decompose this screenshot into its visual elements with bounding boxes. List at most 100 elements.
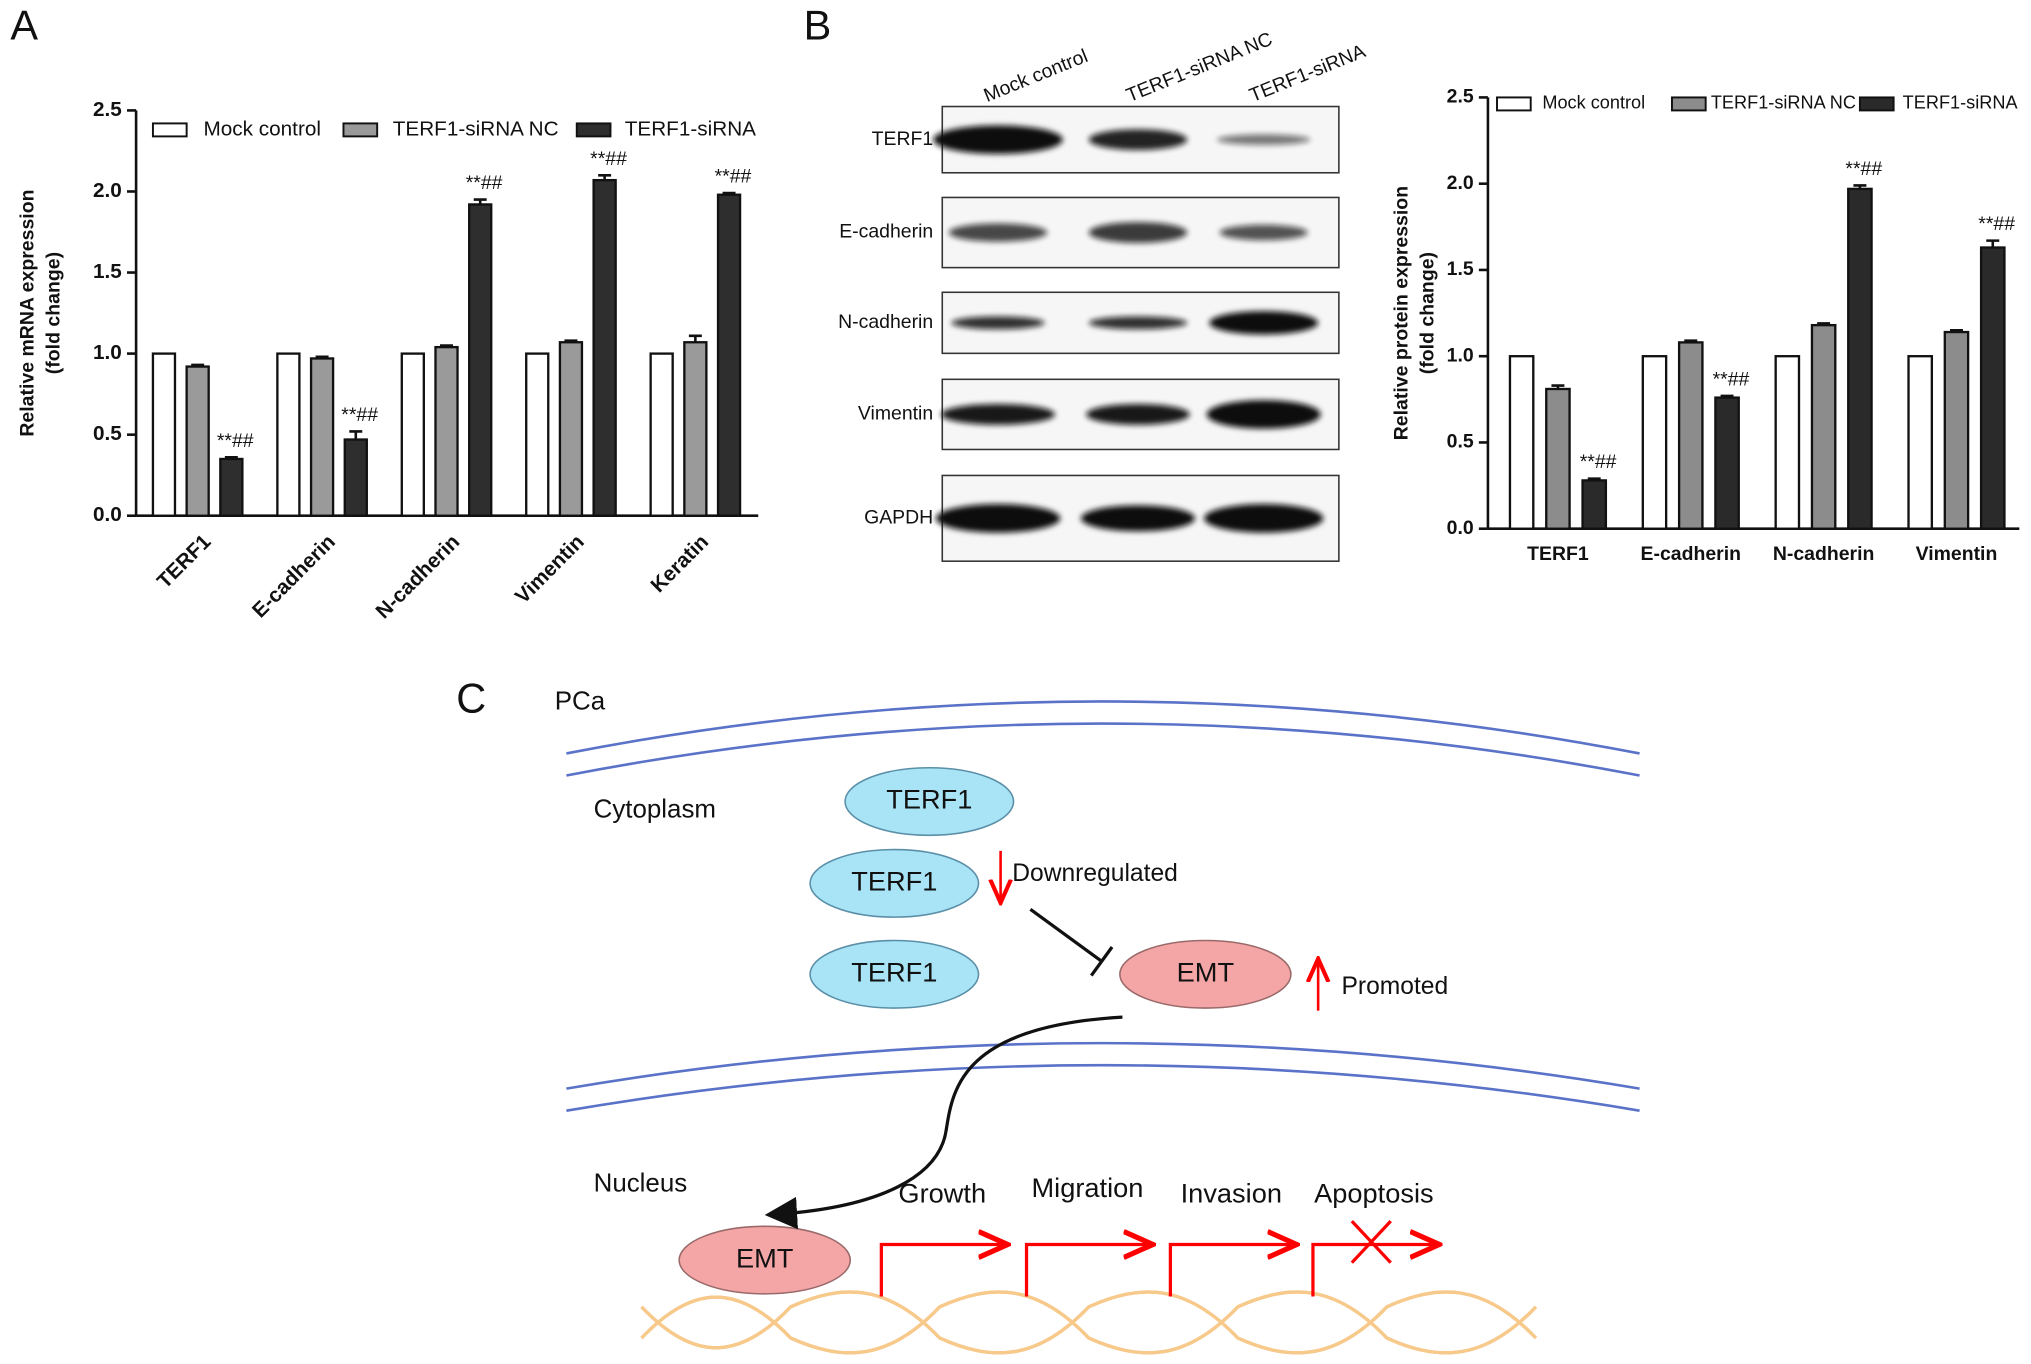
bar: [276, 352, 301, 517]
bar: [468, 203, 493, 517]
bar: [683, 341, 708, 517]
bar: [1641, 355, 1668, 530]
emt-node: [678, 1225, 852, 1295]
legend-swatch: [151, 122, 188, 138]
bar: [525, 352, 550, 517]
legend-label: TERF1-siRNA: [625, 117, 756, 140]
region-label: Nucleus: [594, 1170, 688, 1198]
node-label: EMT: [736, 1242, 794, 1273]
blot-row-label: TERF1: [872, 128, 934, 150]
lane-label: Mock control: [981, 45, 1091, 107]
panel-label: B: [804, 2, 832, 49]
bar: [400, 352, 425, 517]
bar: [1677, 341, 1704, 530]
significance-label: **##: [466, 172, 503, 194]
bar: [434, 345, 459, 517]
promoter-arrow: [1311, 1244, 1436, 1297]
blot-band: [1080, 505, 1196, 532]
blot-band: [951, 316, 1045, 330]
y-tick-label: 2.5: [93, 98, 122, 121]
significance-label: **##: [1845, 158, 1882, 180]
bar: [649, 352, 674, 517]
cell-membrane: [566, 722, 1640, 777]
blot-band: [1209, 311, 1319, 335]
legend-swatch: [1671, 96, 1707, 112]
y-tick-label: 1.5: [1447, 258, 1474, 280]
nuclear-membrane: [566, 1041, 1640, 1090]
blot-band: [1206, 400, 1321, 429]
bar: [592, 178, 617, 517]
promoter-arrow: [1168, 1244, 1293, 1297]
bar: [1508, 355, 1535, 530]
bar: [1774, 355, 1801, 530]
dna-strand: [640, 1290, 1538, 1355]
nuclear-membrane: [566, 1063, 1640, 1112]
bar: [1847, 187, 1873, 530]
y-tick-label: 0.0: [93, 503, 122, 526]
outcome-label: Invasion: [1181, 1177, 1282, 1208]
node-label: EMT: [1177, 956, 1235, 987]
node-label: TERF1: [851, 956, 937, 987]
blot-band: [1086, 404, 1190, 425]
blot-band: [933, 125, 1063, 154]
annotation: Promoted: [1341, 973, 1448, 1000]
x-tick-label: TERF1: [1527, 543, 1589, 565]
significance-label: **##: [341, 404, 378, 426]
western-blot: Mock control TERF1-siRNA NCTERF1-siRNATER…: [838, 28, 1369, 562]
bar: [716, 193, 742, 517]
bar: [151, 352, 177, 517]
terf1-node: [809, 848, 980, 918]
blot-band: [935, 504, 1061, 533]
bar: [309, 357, 335, 517]
blot-row-label: E-cadherin: [839, 221, 933, 243]
block-mark: [1350, 1219, 1392, 1264]
blot-band: [1088, 129, 1188, 151]
promoter-arrow: [879, 1244, 1004, 1297]
blot-band: [1217, 134, 1311, 145]
bar-chart: 0.0 0.5 1.0 1.5 2.0 2.5 Relative mRNA expressi…: [17, 98, 759, 623]
bar: [219, 457, 244, 517]
significance-label: **##: [217, 430, 254, 452]
legend-label: TERF1-siRNA NC: [1711, 93, 1856, 113]
bar: [343, 438, 368, 517]
translocation-arrow: [764, 1015, 1123, 1230]
panel-label: A: [10, 2, 38, 49]
y-tick-label: 2.0: [93, 179, 122, 202]
blot-band: [1088, 222, 1188, 243]
cell-membrane: [566, 700, 1640, 755]
promoter-arrow: [1024, 1244, 1150, 1297]
terf1-node: [844, 766, 1015, 837]
x-tick-label: E-cadherin: [1641, 543, 1741, 565]
significance-label: **##: [1978, 213, 2015, 235]
y-tick-label: 1.0: [93, 341, 122, 364]
y-tick-label: 1.5: [93, 260, 122, 283]
blot-band: [940, 404, 1056, 425]
legend-label: TERF1-siRNA NC: [393, 117, 559, 140]
bar: [558, 341, 584, 517]
bar: [1545, 387, 1571, 530]
outcome-label: Growth: [898, 1177, 986, 1208]
legend-swatch: [1496, 96, 1532, 112]
y-axis-label: Relative protein expression: [1391, 186, 1413, 440]
x-tick-label: Vimentin: [1916, 543, 1998, 565]
bar: [1714, 396, 1740, 530]
y-tick-label: 2.5: [1447, 86, 1474, 108]
y-tick-label: 2.0: [1447, 172, 1474, 194]
error-bar: [349, 430, 363, 440]
significance-label: **##: [1580, 451, 1617, 473]
bar: [185, 365, 210, 517]
x-tick-label: N-cadherin: [371, 530, 464, 623]
blot-row-label: GAPDH: [864, 506, 933, 528]
pathway-diagram: PCa Cytoplasm Nucleus TERF1 TERF1 TERF1 EMT EMT…: [555, 688, 1640, 1355]
y-tick-label: 0.5: [93, 422, 122, 445]
blot-band: [948, 223, 1048, 242]
bar: [1907, 355, 1934, 530]
x-tick-label: E-cadherin: [248, 530, 340, 622]
legend-label: TERF1-siRNA: [1903, 93, 2019, 113]
legend-label: Mock control: [1542, 93, 1645, 113]
y-axis-label: (fold change): [43, 252, 65, 374]
node-label: TERF1: [851, 866, 937, 897]
inhibition: [1029, 908, 1114, 977]
annotation: Downregulated: [1012, 860, 1178, 887]
